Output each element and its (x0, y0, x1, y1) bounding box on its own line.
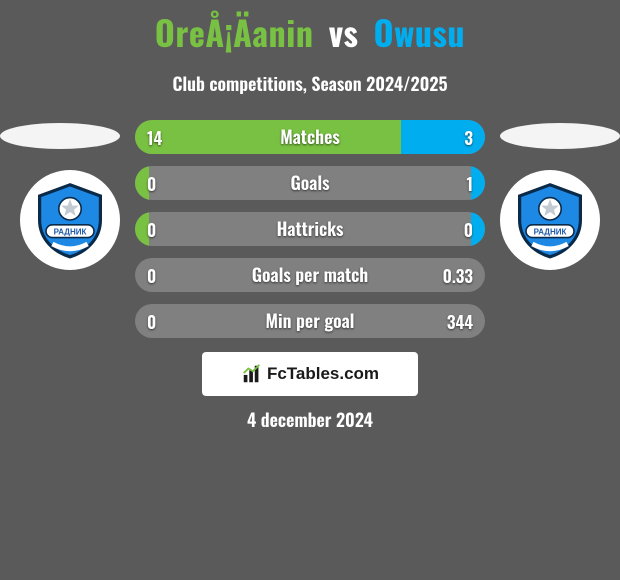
fctables-logo: FcTables.com (241, 363, 379, 385)
comparison-bars: 143Matches01Goals00Hattricks00.33Goals p… (135, 120, 485, 350)
title: OreÅ¡Äanin vs Owusu (0, 0, 620, 57)
title-player1: OreÅ¡Äanin (155, 6, 314, 57)
bar-segment-right (471, 212, 485, 246)
player2-club-badge: РАДНИК (500, 170, 600, 270)
bar-row: 0 0Hattricks (135, 212, 485, 246)
bar-value-left: 0 (147, 304, 156, 338)
bar-row: 0 1Goals (135, 166, 485, 200)
bar-segment-right (471, 166, 485, 200)
bar-row: 0 344Min per goal (135, 304, 485, 338)
bar-label: Goals per match (135, 258, 485, 292)
bar-label: Hattricks (135, 212, 485, 246)
bar-row: 0 0.33Goals per match (135, 258, 485, 292)
source-logo-box: FcTables.com (202, 352, 418, 396)
player1-club-badge: РАДНИК (20, 170, 120, 270)
bar-value-left: 0 (147, 212, 156, 246)
svg-text:РАДНИК: РАДНИК (534, 227, 567, 236)
club-shield-icon: РАДНИК (30, 180, 110, 260)
source-logo-text: FcTables.com (267, 364, 379, 384)
bar-value-right: 3 (464, 120, 473, 154)
bar-label: Min per goal (135, 304, 485, 338)
bar-value-left: 0 (147, 166, 156, 200)
bar-value-right: 0 (464, 212, 473, 246)
player1-avatar-placeholder (0, 123, 120, 149)
chart-icon (241, 363, 263, 385)
title-player2: Owusu (374, 6, 465, 57)
bar-value-left: 0 (147, 258, 156, 292)
subtitle: Club competitions, Season 2024/2025 (0, 71, 620, 97)
svg-text:РАДНИК: РАДНИК (54, 227, 87, 236)
bar-value-right: 1 (466, 166, 473, 200)
club-shield-icon: РАДНИК (510, 180, 590, 260)
bar-value-right: 344 (447, 304, 473, 338)
title-vs: vs (329, 6, 359, 57)
bar-row: 143Matches (135, 120, 485, 154)
bar-label: Goals (135, 166, 485, 200)
bar-value-left: 14 (147, 120, 162, 154)
bar-segment-left (135, 120, 401, 154)
player2-avatar-placeholder (500, 123, 620, 149)
date-text: 4 december 2024 (0, 407, 620, 433)
bar-value-right: 0.33 (443, 258, 473, 292)
